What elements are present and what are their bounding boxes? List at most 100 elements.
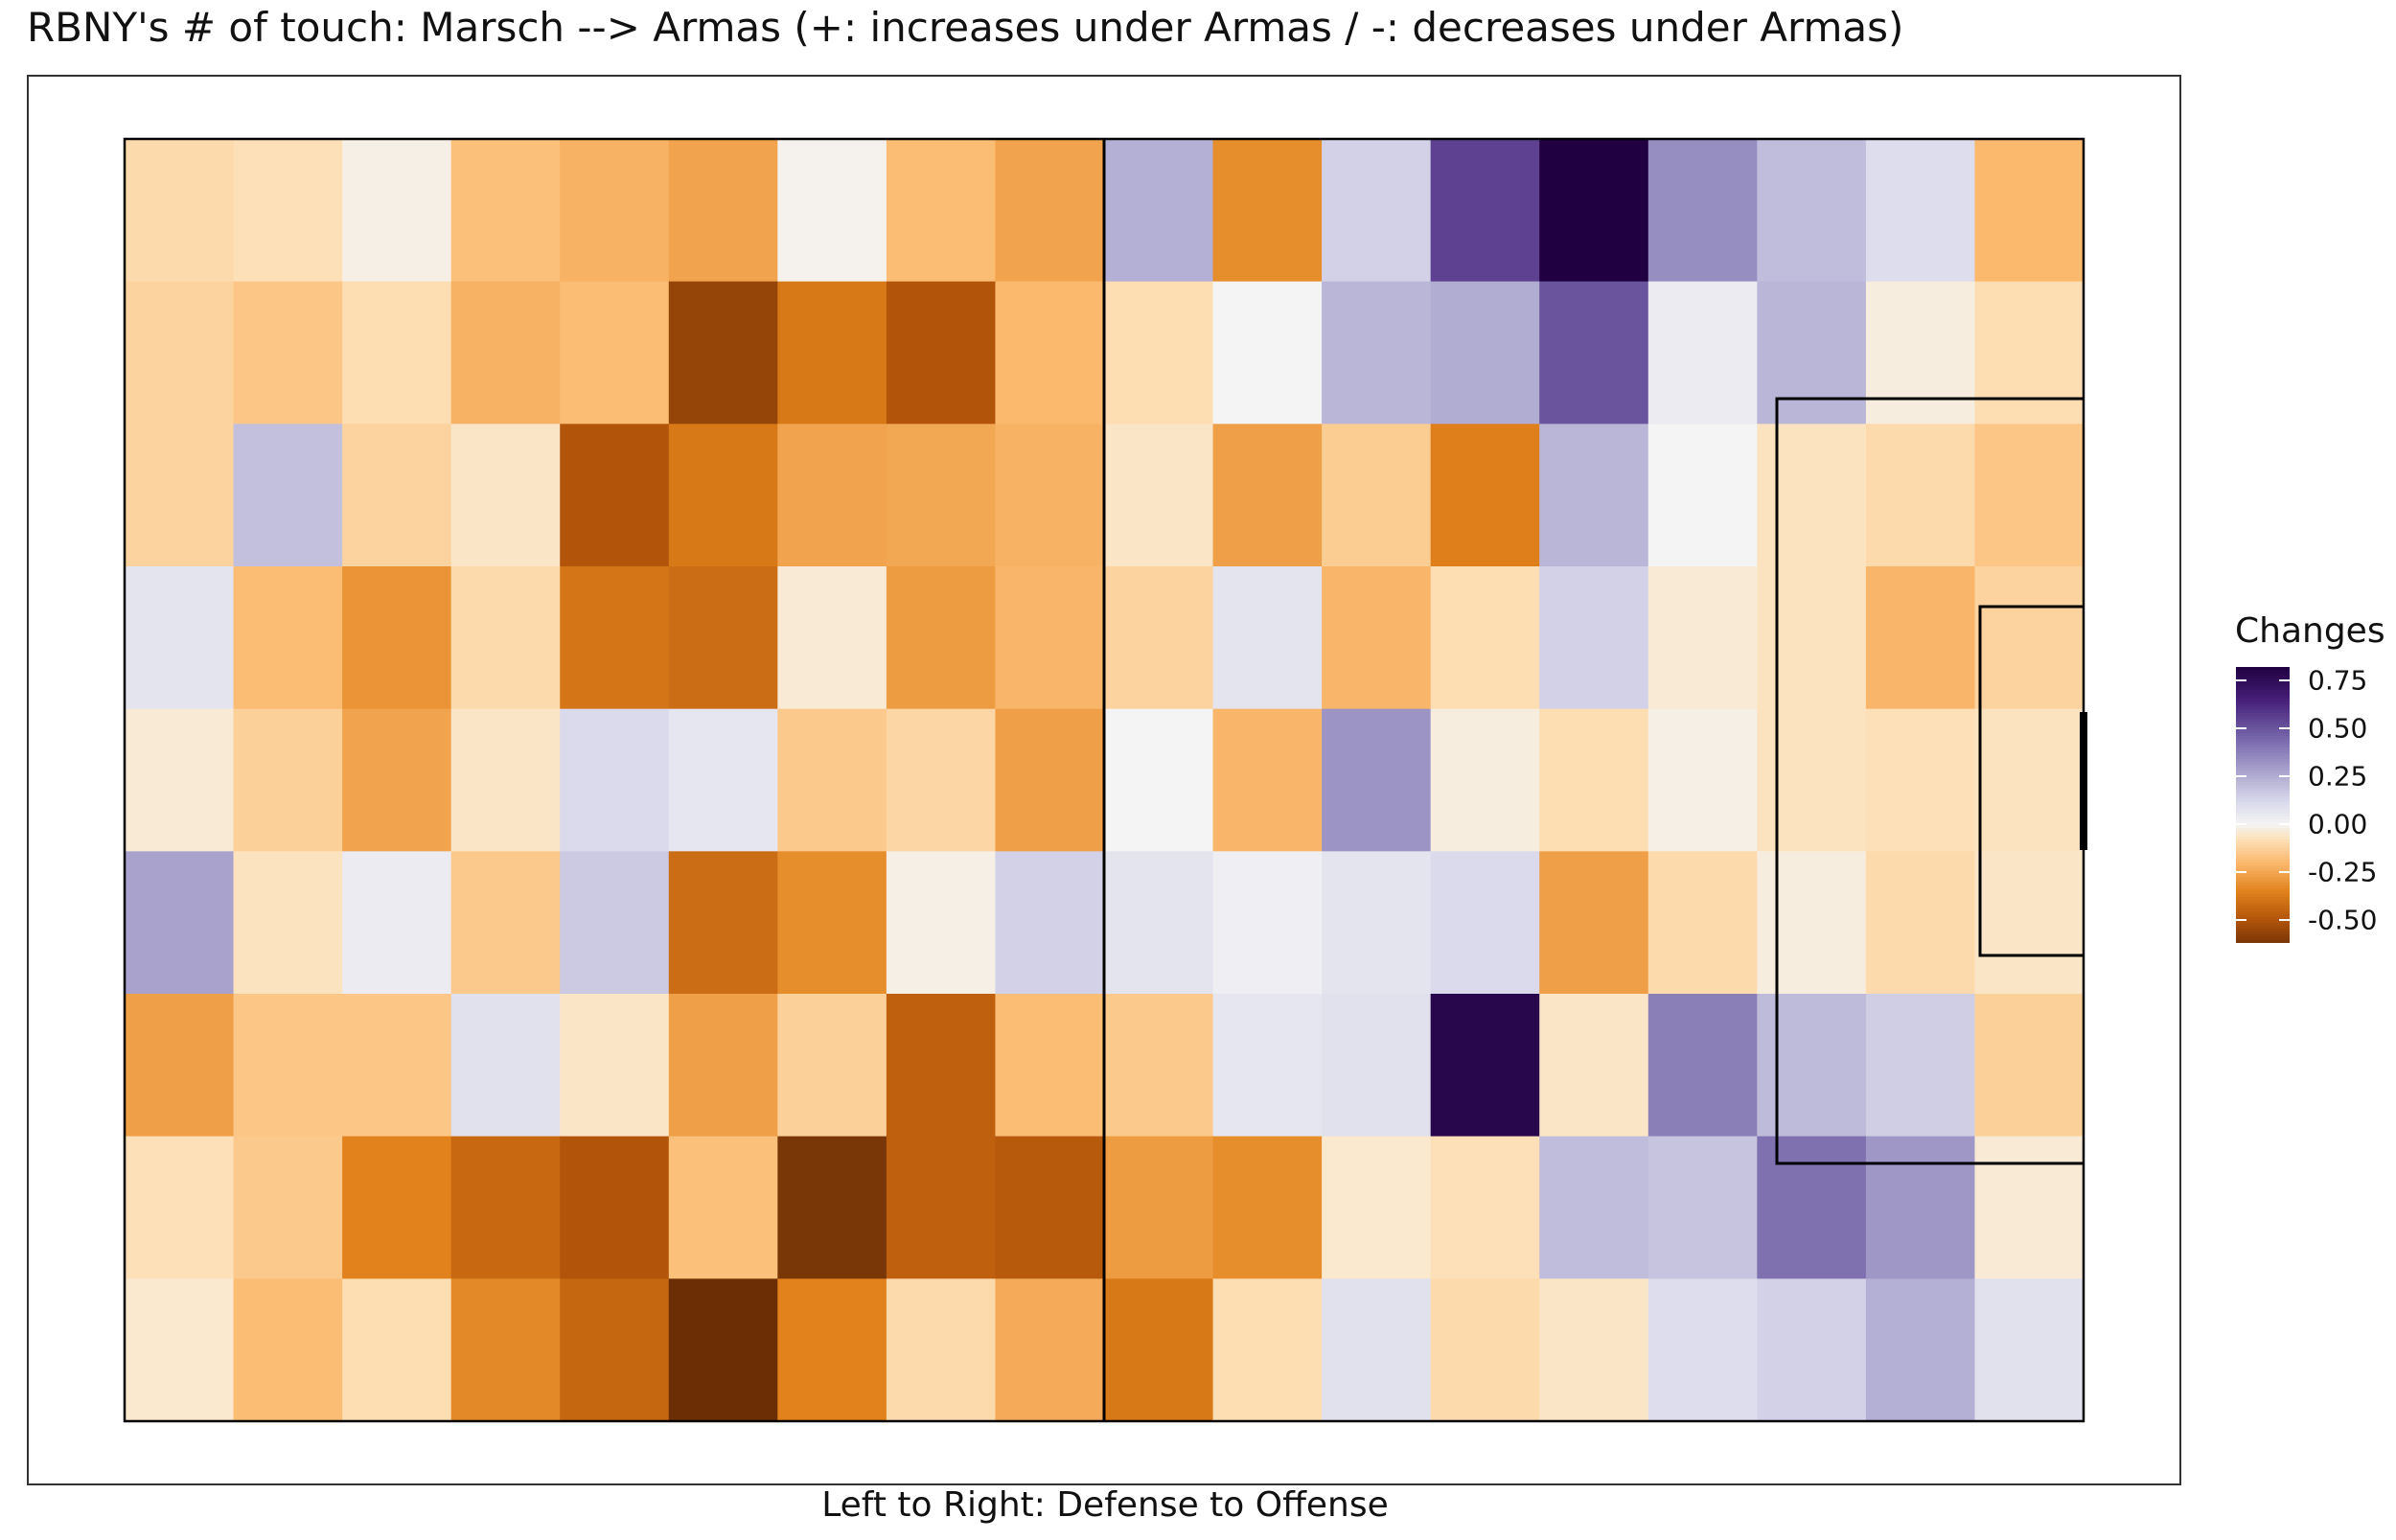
heatmap-cell: [668, 1278, 778, 1422]
heatmap-cell: [1974, 139, 2085, 283]
heatmap-cell: [1104, 1136, 1214, 1279]
legend-color-step: [2236, 736, 2290, 740]
heatmap-cell: [233, 139, 343, 283]
heatmap-cell: [1974, 1278, 2085, 1422]
heatmap-cell: [1865, 281, 1976, 425]
heatmap-cell: [1865, 708, 1976, 852]
legend-color-step: [2236, 805, 2290, 809]
heatmap-cell: [560, 1136, 670, 1279]
heatmap-cell: [995, 994, 1105, 1138]
heatmap-cell: [1865, 139, 1976, 283]
legend-color-step: [2236, 753, 2290, 757]
heatmap-cell: [1539, 708, 1649, 852]
legend-color-step: [2236, 903, 2290, 907]
heatmap-cell: [886, 281, 997, 425]
legend-color-step: [2236, 768, 2290, 771]
heatmap-cell: [886, 424, 997, 567]
legend-color-step: [2236, 793, 2290, 797]
x-axis-label: Left to Right: Defense to Offense: [821, 1485, 1389, 1525]
heatmap-cell: [777, 1278, 887, 1422]
heatmap-cell: [560, 1278, 670, 1422]
heatmap-cell: [668, 566, 778, 710]
heatmap-cell: [1974, 994, 2085, 1138]
heatmap-cell: [450, 708, 561, 852]
heatmap-cell: [1104, 994, 1214, 1138]
legend-color-step: [2236, 880, 2290, 884]
heatmap-cell: [560, 566, 670, 710]
heatmap-cell: [125, 139, 235, 283]
legend-color-step: [2236, 782, 2290, 786]
heatmap-cell: [450, 1278, 561, 1422]
heatmap-cell: [1322, 851, 1432, 995]
heatmap-cell: [1104, 139, 1214, 283]
legend-color-step: [2236, 831, 2290, 835]
heatmap-cell: [995, 708, 1105, 852]
heatmap-cell: [233, 851, 343, 995]
heatmap-cell: [233, 424, 343, 567]
legend-color-step: [2236, 931, 2290, 935]
legend-color-step: [2236, 791, 2290, 794]
legend-color-step: [2236, 862, 2290, 866]
legend-color-step: [2236, 851, 2290, 855]
heatmap-cell: [1430, 851, 1540, 995]
heatmap-cell: [1974, 281, 2085, 425]
heatmap-cell: [1104, 281, 1214, 425]
legend-color-step: [2236, 920, 2290, 924]
legend-color-step: [2236, 693, 2290, 697]
legend-color-step: [2236, 911, 2290, 915]
heatmap-cell: [450, 281, 561, 425]
heatmap-cell: [995, 281, 1105, 425]
legend-color-step: [2236, 908, 2290, 912]
legend-color-step: [2236, 687, 2290, 691]
legend-color-step: [2236, 917, 2290, 921]
legend-color-step: [2236, 894, 2290, 898]
legend-color-step: [2236, 808, 2290, 812]
legend-color-step: [2236, 837, 2290, 840]
heatmap-cell: [1322, 424, 1432, 567]
legend-color-step: [2236, 888, 2290, 892]
heatmap-cell: [342, 424, 452, 567]
heatmap-cell: [1322, 708, 1432, 852]
legend-color-step: [2236, 699, 2290, 702]
heatmap-cell: [233, 566, 343, 710]
heatmap-cell: [1539, 139, 1649, 283]
legend-color-step: [2236, 914, 2290, 918]
legend-color-step: [2236, 828, 2290, 832]
legend-color-step: [2236, 730, 2290, 734]
heatmap-cell: [995, 424, 1105, 567]
heatmap-cell: [777, 566, 887, 710]
legend-colorbar: [2236, 667, 2290, 943]
heatmap-cell: [1539, 424, 1649, 567]
heatmap-cell: [1865, 994, 1976, 1138]
legend-color-step: [2236, 877, 2290, 881]
heatmap-cell: [1430, 566, 1540, 710]
heatmap-cell: [342, 1136, 452, 1279]
legend-tick-label: -0.50: [2308, 904, 2378, 936]
legend-color-step: [2236, 842, 2290, 846]
legend-color-step: [2236, 788, 2290, 792]
heatmap-cell: [995, 139, 1105, 283]
heatmap-cell: [1757, 1136, 1867, 1279]
heatmap-cell: [995, 851, 1105, 995]
heatmap-cell: [560, 851, 670, 995]
legend-tick-label: 0.25: [2308, 760, 2368, 793]
heatmap-cell: [1539, 851, 1649, 995]
heatmap-cell: [450, 566, 561, 710]
heatmap-cell: [342, 281, 452, 425]
heatmap-cell: [125, 708, 235, 852]
legend-color-step: [2236, 770, 2290, 774]
heatmap-cell: [1647, 1278, 1758, 1422]
heatmap-cell: [668, 139, 778, 283]
heatmap-cell: [1757, 424, 1867, 567]
legend-color-step: [2236, 676, 2290, 679]
legend-color-step: [2236, 940, 2290, 943]
heatmap-cell: [1322, 566, 1432, 710]
heatmap-cell: [342, 1278, 452, 1422]
heatmap-cell: [886, 566, 997, 710]
heatmap-cell: [1539, 1136, 1649, 1279]
heatmap-cell: [125, 994, 235, 1138]
heatmap-cell: [1322, 994, 1432, 1138]
legend-color-step: [2236, 696, 2290, 700]
heatmap-cell: [233, 994, 343, 1138]
